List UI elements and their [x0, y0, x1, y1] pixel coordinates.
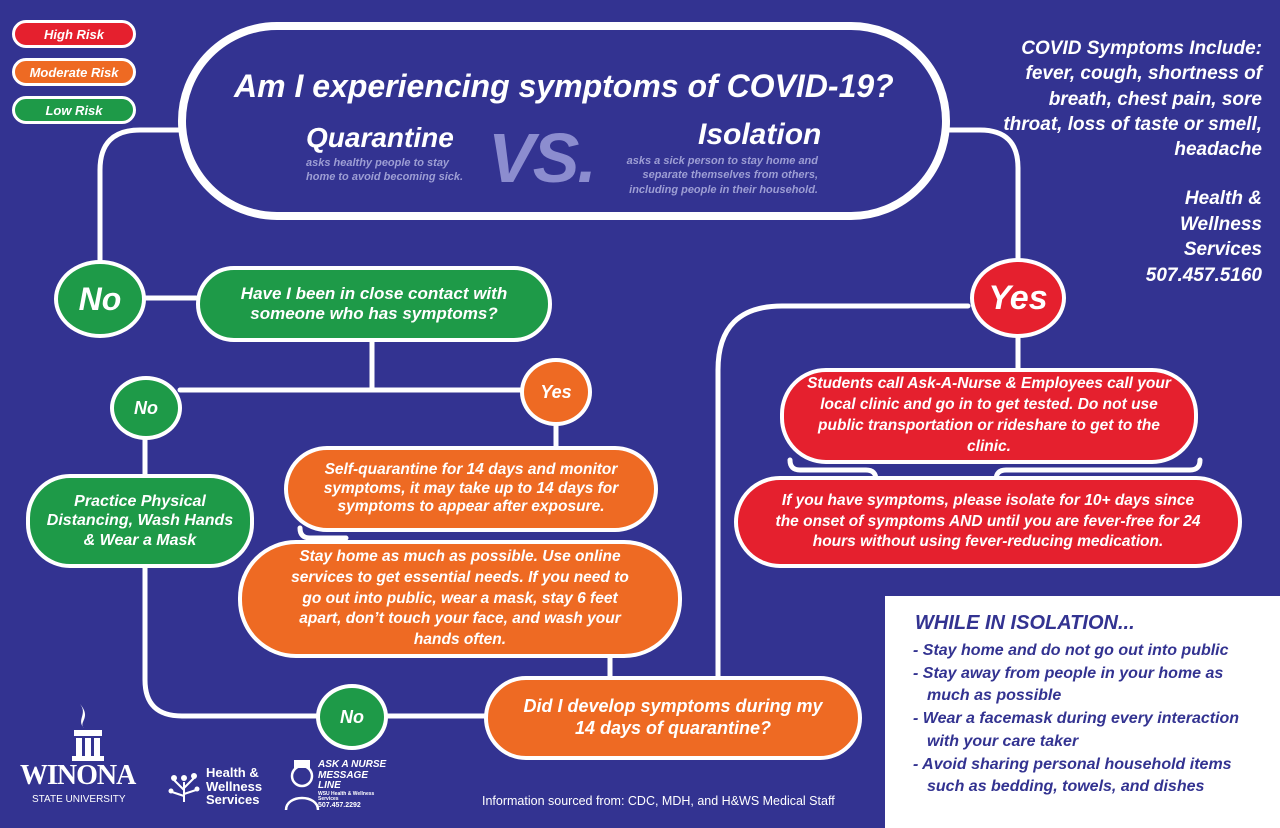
winona-torch-icon: [72, 704, 104, 761]
contact-line1: Health &: [1184, 188, 1262, 209]
no-contact-circle: No: [110, 376, 182, 440]
yes-contact-circle: Yes: [520, 358, 592, 426]
nurse-line2: MESSAGE LINE: [318, 769, 369, 791]
isolation-heading: WHILE IN ISOLATION...: [915, 612, 1135, 634]
winona-wordmark: WINONA: [20, 760, 136, 791]
contact-info: Health & Wellness Services 507.457.5160: [1062, 186, 1262, 289]
no-symptoms-circle: No: [316, 684, 388, 750]
tree-icon: [168, 773, 200, 802]
nurse-icon: [284, 760, 320, 811]
state-university-text: STATE UNIVERSITY: [32, 794, 126, 805]
nurse-phone: 507.457.2292: [318, 802, 361, 809]
hws-logo: Health & Wellness Services: [166, 762, 278, 810]
yes-main-circle: Yes: [970, 258, 1066, 338]
close-contact-question: Have I been in close contact with someon…: [196, 266, 552, 342]
isolation-item: - Stay away from people in your home as …: [913, 664, 1224, 705]
stay-home-box: Stay home as much as possible. Use onlin…: [238, 540, 682, 658]
page-title: Am I experiencing symptoms of COVID-19?: [234, 68, 894, 104]
legend-moderate-risk: Moderate Risk: [12, 58, 136, 86]
quarantine-desc: asks healthy people to stay home to avoi…: [306, 157, 464, 184]
contact-line3: Services: [1183, 239, 1262, 261]
legend-high-risk: High Risk: [12, 20, 136, 48]
isolate-box: If you have symptoms, please isolate for…: [734, 476, 1242, 568]
symptoms-list: fever, cough, shortness of breath, chest…: [1003, 63, 1262, 161]
no-main-circle: No: [54, 260, 146, 338]
hws-logo-line2: Wellness: [206, 778, 263, 794]
practice-box: Practice Physical Distancing, Wash Hands…: [26, 474, 254, 568]
isolation-info-box: WHILE IN ISOLATION... - Stay home and do…: [885, 596, 1280, 828]
legend-low-risk: Low Risk: [12, 96, 136, 124]
isolation-item: - Wear a facemask during every interacti…: [913, 710, 1240, 750]
symptoms-text: COVID Symptoms Include: fever, cough, sh…: [1002, 36, 1262, 162]
self-quarantine-box: Self-quarantine for 14 days and monitor …: [284, 446, 658, 532]
symptoms-heading: COVID Symptoms Include:: [1021, 38, 1262, 59]
winona-logo: WINONA STATE UNIVERSITY: [18, 700, 158, 810]
isolation-list: - Stay home and do not go out into publi…: [913, 640, 1263, 799]
call-nurse-box: Students call Ask-A-Nurse & Employees ca…: [780, 368, 1198, 464]
ask-a-nurse-logo: ASK A NURSE MESSAGE LINE WSU Health & We…: [282, 756, 392, 814]
nurse-line1: ASK A NURSE: [318, 759, 387, 770]
isolation-desc: asks a sick person to stay home and sepa…: [626, 155, 818, 196]
hws-logo-line3: Services: [206, 792, 260, 808]
contact-line2: Wellness: [1179, 213, 1262, 235]
hws-logo-line1: Health &: [206, 765, 259, 780]
develop-symptoms-question: Did I develop symptoms during my 14 days…: [484, 676, 862, 760]
isolation-label: Isolation: [698, 118, 822, 151]
source-note: Information sourced from: CDC, MDH, and …: [482, 794, 835, 808]
isolation-item: - Avoid sharing personal household items…: [913, 755, 1232, 796]
title-box: Am I experiencing symptoms of COVID-19? …: [178, 22, 950, 220]
contact-phone: 507.457.5160: [1145, 264, 1262, 286]
nurse-line3: WSU Health & Wellness Services: [318, 790, 375, 802]
quarantine-label: Quarantine: [306, 122, 454, 153]
vs-text: VS.: [488, 119, 597, 197]
isolation-item: - Stay home and do not go out into publi…: [913, 642, 1229, 659]
